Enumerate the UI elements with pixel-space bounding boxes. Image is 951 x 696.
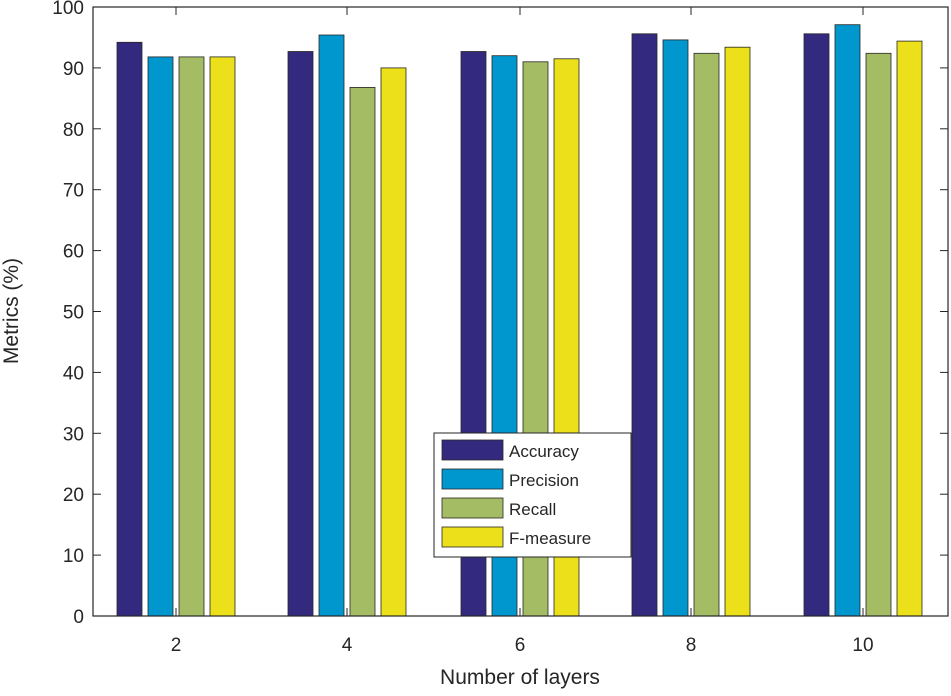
bar-recall-2 [178, 56, 205, 617]
y-tick-label: 50 [63, 303, 84, 324]
legend: Accuracy Precision Recall F-measure [433, 432, 632, 558]
y-tick-label: 70 [63, 181, 84, 202]
y-tick-label: 20 [63, 485, 84, 506]
bar-accuracy-4 [287, 51, 314, 617]
y-tick-label: 30 [63, 424, 84, 445]
bar-accuracy-10 [803, 33, 830, 617]
bar-f-measure-4 [380, 67, 407, 617]
y-tick-label: 90 [63, 59, 84, 80]
bar-f-measure-10 [896, 40, 923, 617]
y-tick-label: 100 [52, 0, 84, 19]
x-axis: 2 4 6 8 10 [171, 7, 874, 656]
bar-precision-10 [834, 24, 861, 617]
bar-recall-8 [693, 52, 720, 617]
x-tick-label: 10 [852, 635, 873, 656]
bar-recall-4 [349, 87, 376, 617]
bar-f-measure-8 [724, 46, 751, 617]
x-tick-label: 6 [515, 635, 526, 656]
x-axis-label: Number of layers [440, 666, 600, 689]
legend-label-precision: Precision [509, 471, 579, 490]
bar-f-measure-2 [209, 56, 236, 617]
legend-swatch-recall [441, 497, 504, 519]
bar-accuracy-2 [116, 41, 143, 617]
legend-swatch-precision [441, 468, 504, 490]
y-tick-label: 40 [63, 363, 84, 384]
legend-swatch-f-measure [441, 526, 504, 548]
legend-label-f-measure: F-measure [509, 529, 591, 548]
y-tick-label: 10 [63, 546, 84, 567]
bar-precision-4 [318, 34, 345, 617]
y-tick-label: 60 [63, 242, 84, 263]
bars-group [116, 24, 923, 617]
y-tick-label: 0 [73, 607, 84, 628]
legend-label-accuracy: Accuracy [509, 442, 579, 461]
legend-swatch-accuracy [441, 439, 504, 461]
x-tick-label: 4 [342, 635, 353, 656]
bar-precision-2 [147, 56, 174, 617]
y-tick-label: 80 [63, 120, 84, 141]
x-tick-label: 8 [686, 635, 697, 656]
bar-accuracy-8 [631, 33, 658, 617]
y-axis: 0 10 20 30 40 50 60 70 80 90 100 [52, 0, 948, 628]
legend-label-recall: Recall [509, 500, 556, 519]
bar-precision-8 [662, 39, 689, 617]
x-tick-label: 2 [171, 635, 182, 656]
bar-recall-10 [865, 52, 892, 617]
y-axis-label: Metrics (%) [0, 258, 23, 364]
